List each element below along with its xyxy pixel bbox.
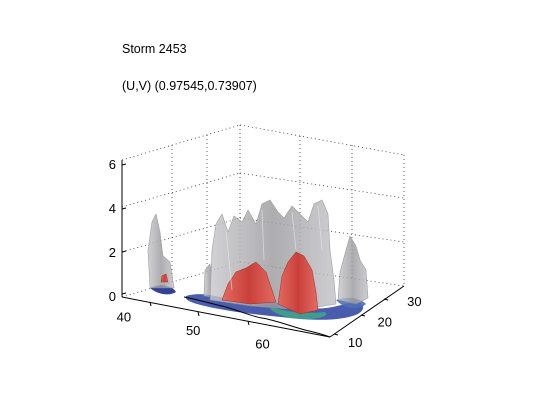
grid-line — [239, 172, 405, 199]
y-tick-label: 20 — [378, 315, 392, 330]
x-axis — [121, 296, 331, 338]
x-tick-label: 50 — [186, 323, 200, 338]
x-tick-label: 60 — [255, 336, 269, 351]
grid-line — [121, 172, 241, 208]
z-tick-label: 0 — [109, 289, 116, 304]
y-tick-label: 10 — [348, 335, 362, 350]
x-tick-label: 40 — [117, 310, 131, 325]
y-tick-labels: 10 20 30 — [348, 294, 422, 350]
chart-title: Storm 2453 — [122, 42, 187, 56]
z-tick-labels: 0 2 4 6 — [109, 157, 116, 304]
y-axis — [329, 285, 405, 338]
floor-outline — [183, 296, 331, 338]
y-tick-label: 30 — [407, 294, 421, 309]
z-tick-label: 2 — [109, 245, 116, 260]
x-tick-labels: 40 50 60 — [117, 310, 270, 352]
z-axis — [121, 160, 127, 297]
grid-line — [121, 124, 241, 161]
grid-line — [121, 261, 241, 298]
chart-subtitle: (U,V) (0.97545,0.73907) — [122, 79, 257, 93]
z-tick-label: 6 — [109, 157, 116, 172]
grid-line — [239, 124, 405, 156]
z-tick-label: 4 — [109, 201, 116, 216]
surface-ridges — [225, 205, 323, 291]
red-isosurface — [160, 251, 319, 315]
grid-line — [121, 217, 241, 253]
